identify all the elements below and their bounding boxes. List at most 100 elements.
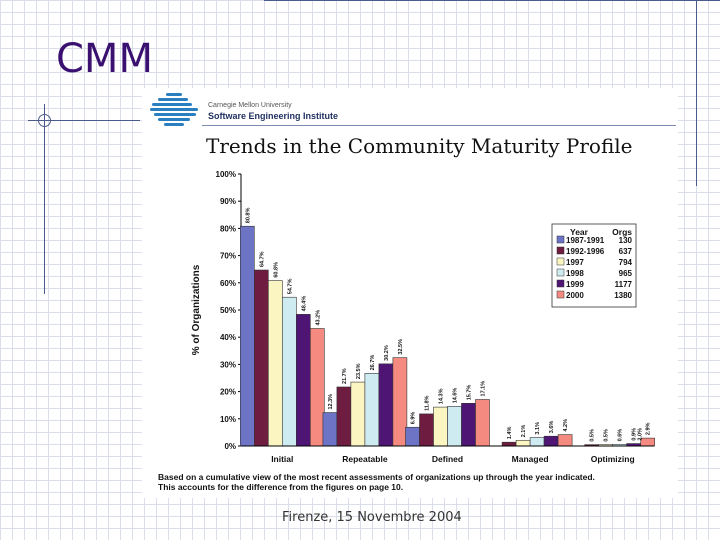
data-label: 60.8% xyxy=(273,262,279,278)
decorative-circle xyxy=(38,114,51,127)
x-tick-label: Defined xyxy=(432,454,463,464)
y-tick-label: 0% xyxy=(224,442,236,451)
data-label: 0.9% xyxy=(632,428,638,441)
legend-swatch xyxy=(556,246,565,255)
legend-orgs-value: 1177 xyxy=(615,280,633,289)
data-label: 2.1% xyxy=(521,425,527,438)
legend-label: 1987-1991 xyxy=(566,236,605,245)
bar xyxy=(350,381,366,447)
data-label: 21.7% xyxy=(342,368,348,384)
decorative-line xyxy=(44,104,45,294)
legend-label: 1997 xyxy=(566,258,584,267)
legend-orgs-value: 794 xyxy=(619,258,633,267)
bar xyxy=(392,357,408,447)
org-name-label: Software Engineering Institute xyxy=(208,111,339,121)
legend-orgs-value: 130 xyxy=(619,236,633,245)
data-label: 2.0% xyxy=(638,428,644,441)
decorative-line xyxy=(28,120,140,121)
y-tick-label: 70% xyxy=(220,252,236,261)
legend-orgs-value: 965 xyxy=(619,269,633,278)
bar xyxy=(364,373,380,447)
data-label: 17.1% xyxy=(481,381,487,397)
data-label: 43.2% xyxy=(315,310,321,326)
decorative-line xyxy=(264,0,720,1)
footnote-line-1: Based on a cumulative view of the most r… xyxy=(158,472,595,482)
data-label: 64.7% xyxy=(259,251,265,267)
data-label: 15.7% xyxy=(467,385,473,401)
data-label: 2.9% xyxy=(646,422,652,435)
data-label: 23.5% xyxy=(356,363,362,379)
data-label: 14.3% xyxy=(439,388,445,404)
org-small-label: Carnegie Mellon University xyxy=(208,102,292,109)
legend-label: 1992-1996 xyxy=(566,247,605,256)
chart-footnote: Based on a cumulative view of the most r… xyxy=(158,472,595,492)
y-axis-title: % of Organizations xyxy=(191,264,202,355)
slide-title: CMM xyxy=(56,36,153,82)
data-label: 3.1% xyxy=(535,422,541,435)
data-label: 80.8% xyxy=(245,208,251,224)
bar xyxy=(447,405,462,447)
x-tick-label: Optimizing xyxy=(591,454,635,464)
bar xyxy=(461,402,476,447)
bar xyxy=(296,314,311,447)
bar xyxy=(543,435,559,447)
legend-label: 1999 xyxy=(566,280,584,289)
data-label: 1.4% xyxy=(507,427,513,440)
bar xyxy=(268,280,283,447)
data-label: 14.6% xyxy=(453,388,459,404)
bar xyxy=(557,434,573,447)
x-tick-label: Repeatable xyxy=(342,454,388,464)
bar xyxy=(322,412,338,447)
y-tick-label: 40% xyxy=(220,333,236,342)
legend-swatch xyxy=(556,268,565,277)
data-label: 3.6% xyxy=(549,421,555,434)
legend-label: 1998 xyxy=(566,269,584,278)
y-tick-label: 100% xyxy=(216,170,236,179)
bar xyxy=(419,413,434,447)
legend-box xyxy=(551,223,637,308)
data-label: 6.9% xyxy=(411,412,417,425)
y-tick-label: 20% xyxy=(220,388,236,397)
bar xyxy=(475,399,490,447)
data-label: 0.5% xyxy=(590,429,596,442)
data-label: 11.8% xyxy=(425,396,431,411)
legend-swatch xyxy=(556,235,565,244)
data-label: 54.7% xyxy=(287,279,293,295)
legend-swatch xyxy=(556,257,565,266)
y-tick-label: 30% xyxy=(220,360,236,369)
bar-chart: 0% 10% 20% 30% 40% 50% 60% 70% 80% 90% 100% % of Or… xyxy=(191,170,656,464)
data-label: 4.2% xyxy=(563,419,569,432)
bar xyxy=(433,406,448,447)
bar xyxy=(405,426,420,447)
data-label: 48.4% xyxy=(301,296,307,312)
bar xyxy=(515,439,531,447)
y-tick-label: 90% xyxy=(220,197,236,206)
bar xyxy=(254,269,269,447)
bar xyxy=(282,296,297,447)
data-label: 12.3% xyxy=(328,394,334,410)
data-label: 0.6% xyxy=(618,429,624,442)
bar xyxy=(336,386,352,447)
y-tick-label: 50% xyxy=(220,306,236,315)
x-tick-label: Initial xyxy=(271,454,293,464)
footnote-line-2: This accounts for the difference from th… xyxy=(158,482,404,492)
legend-header-orgs: Orgs xyxy=(612,227,632,237)
bar xyxy=(529,437,545,447)
data-label: 26.7% xyxy=(370,355,376,371)
bar xyxy=(378,363,394,447)
legend-swatch xyxy=(556,279,565,288)
chart-title: Trends in the Community Maturity Profile xyxy=(206,134,633,158)
data-label: 32.5% xyxy=(398,339,404,355)
legend-orgs-value: 637 xyxy=(619,247,633,256)
bar xyxy=(501,441,517,447)
bar xyxy=(240,225,255,447)
bar xyxy=(310,328,325,447)
data-label: 0.5% xyxy=(604,429,610,442)
legend-orgs-value: 1380 xyxy=(614,291,632,300)
data-label: 30.2% xyxy=(384,345,390,361)
header-rule xyxy=(202,125,676,126)
slide-footer: Firenze, 15 Novembre 2004 xyxy=(282,510,462,525)
decorative-line xyxy=(696,0,697,186)
legend-label: 2000 xyxy=(566,291,584,300)
chart-figure: Carnegie Mellon University Software Engi… xyxy=(142,88,678,498)
